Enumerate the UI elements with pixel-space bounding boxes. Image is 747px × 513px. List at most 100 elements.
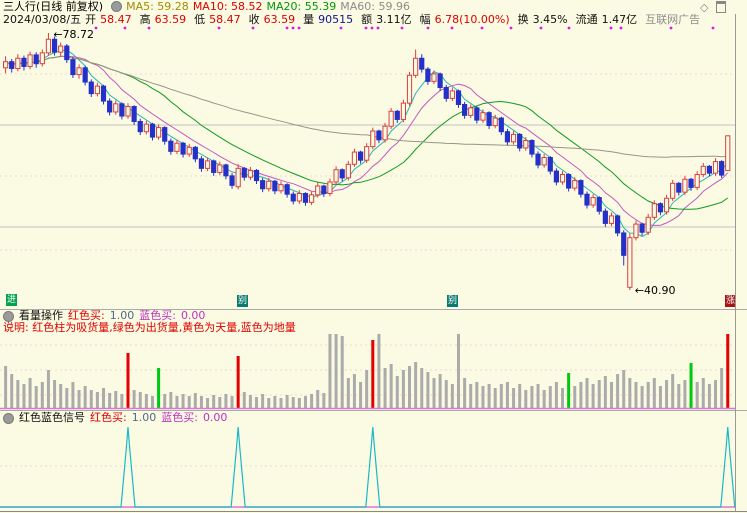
volume-bar xyxy=(505,382,509,408)
candle-up xyxy=(413,57,419,76)
info-dot xyxy=(376,26,380,30)
main-candlestick-chart[interactable]: ←78.72 ←40.90 xyxy=(0,26,747,308)
candle-down xyxy=(719,161,725,176)
volume-bar xyxy=(463,378,467,408)
period-dropdown-icon[interactable] xyxy=(111,1,123,12)
volume-bar xyxy=(530,386,534,408)
info-dot xyxy=(370,26,374,30)
info-mine-badge[interactable]: 别 xyxy=(237,295,248,307)
candle-up xyxy=(572,180,578,189)
candle-up xyxy=(449,90,455,99)
candle-up xyxy=(541,156,547,166)
volume-bar xyxy=(518,384,522,408)
candle-up xyxy=(645,216,651,233)
candle-down xyxy=(486,112,492,127)
info-dot xyxy=(147,26,151,30)
volume-bar xyxy=(22,384,26,408)
candle-down xyxy=(474,107,480,121)
candle-up xyxy=(388,110,394,127)
low-value: 58.47 xyxy=(209,13,241,26)
volume-bar xyxy=(640,386,644,408)
volume-bar xyxy=(46,370,50,408)
candle-down xyxy=(321,185,327,195)
volume-bar xyxy=(95,392,99,408)
candle-up xyxy=(315,185,321,196)
chart-title-bar: 三人行(日线 前复权) MA5: 59.28 MA10: 58.52 MA20:… xyxy=(3,0,414,13)
signal-red-buy-label: 红色买: xyxy=(90,411,127,424)
candle-up xyxy=(296,193,302,202)
candle-up xyxy=(364,146,370,161)
candle-down xyxy=(107,100,113,113)
low-label: 低 xyxy=(194,13,206,26)
candle-down xyxy=(260,180,266,190)
volume-bar xyxy=(212,395,216,408)
volume-bar xyxy=(316,390,320,408)
ma60-line xyxy=(5,55,728,158)
volume-panel-header: 看量操作 红色买: 1.00 蓝色买: 0.00 xyxy=(3,310,210,322)
indicator-dropdown-icon[interactable] xyxy=(3,310,14,322)
candle-up xyxy=(27,54,33,67)
info-mine-badge[interactable]: 涨 xyxy=(725,295,736,307)
volume-bar xyxy=(365,370,369,408)
volume-bar xyxy=(726,334,730,408)
volume-bar xyxy=(444,380,448,408)
candle-down xyxy=(198,158,205,169)
diamond-icon[interactable]: ◇ xyxy=(700,0,709,14)
candle-down xyxy=(547,156,553,172)
turnover-label: 换 xyxy=(517,13,529,26)
volume-bar xyxy=(707,384,711,408)
volume-bars-chart[interactable] xyxy=(0,334,747,410)
restore-window-icon[interactable] xyxy=(716,1,727,13)
info-mine-badge[interactable]: 别 xyxy=(447,295,458,307)
candle-up xyxy=(204,160,211,169)
volume-panel-caption: 说明: 红色柱为吸货量,绿色为出货量,黄色为天量,蓝色为地量 xyxy=(3,321,296,334)
candle-up xyxy=(627,237,633,288)
candle-down xyxy=(131,106,137,122)
volume-bar xyxy=(499,384,503,408)
volume-bar xyxy=(609,382,613,408)
candle-down xyxy=(602,210,608,224)
high-label: 高 xyxy=(139,13,151,26)
signal-panel-title[interactable]: 红色蓝色信号 xyxy=(19,411,85,424)
candle-up xyxy=(351,151,358,165)
info-mine-badge[interactable]: 进 xyxy=(6,294,17,306)
volume-bar xyxy=(389,364,393,408)
volume-value: 90515 xyxy=(318,13,354,26)
volume-bar xyxy=(701,378,705,408)
candle-down xyxy=(535,153,541,166)
candle-down xyxy=(339,169,345,179)
info-dot xyxy=(123,26,127,30)
candle-down xyxy=(498,117,504,133)
candle-up xyxy=(523,140,529,149)
candle-down xyxy=(180,142,186,155)
volume-bar xyxy=(616,374,620,408)
volume-bar xyxy=(487,384,491,408)
candle-down xyxy=(394,110,400,120)
volume-bar xyxy=(628,378,632,408)
volume-bar xyxy=(597,380,601,408)
candle-up xyxy=(712,161,719,174)
candle-up xyxy=(45,38,52,54)
volume-bar xyxy=(401,370,405,408)
buy-signal-chart[interactable] xyxy=(0,424,747,510)
candle-down xyxy=(462,103,468,116)
volume-panel-title[interactable]: 看量操作 xyxy=(19,309,63,322)
volume-bar xyxy=(40,382,44,408)
info-dot xyxy=(339,26,343,30)
volume-bar xyxy=(4,366,8,408)
volume-bar xyxy=(126,353,130,408)
candle-up xyxy=(406,74,413,104)
volume-bar xyxy=(720,368,724,408)
candle-down xyxy=(70,59,76,76)
candle-up xyxy=(186,146,192,155)
ma10-label: MA10: 58.52 xyxy=(192,0,263,13)
volume-bar xyxy=(432,378,436,408)
candle-up xyxy=(633,223,639,239)
candle-up xyxy=(143,123,149,133)
volume-label: 量 xyxy=(303,13,315,26)
open-value: 58.47 xyxy=(100,13,132,26)
volume-bar xyxy=(163,394,167,408)
candle-up xyxy=(700,165,706,175)
candle-up xyxy=(247,169,254,178)
indicator-dropdown-icon-2[interactable] xyxy=(3,412,14,424)
